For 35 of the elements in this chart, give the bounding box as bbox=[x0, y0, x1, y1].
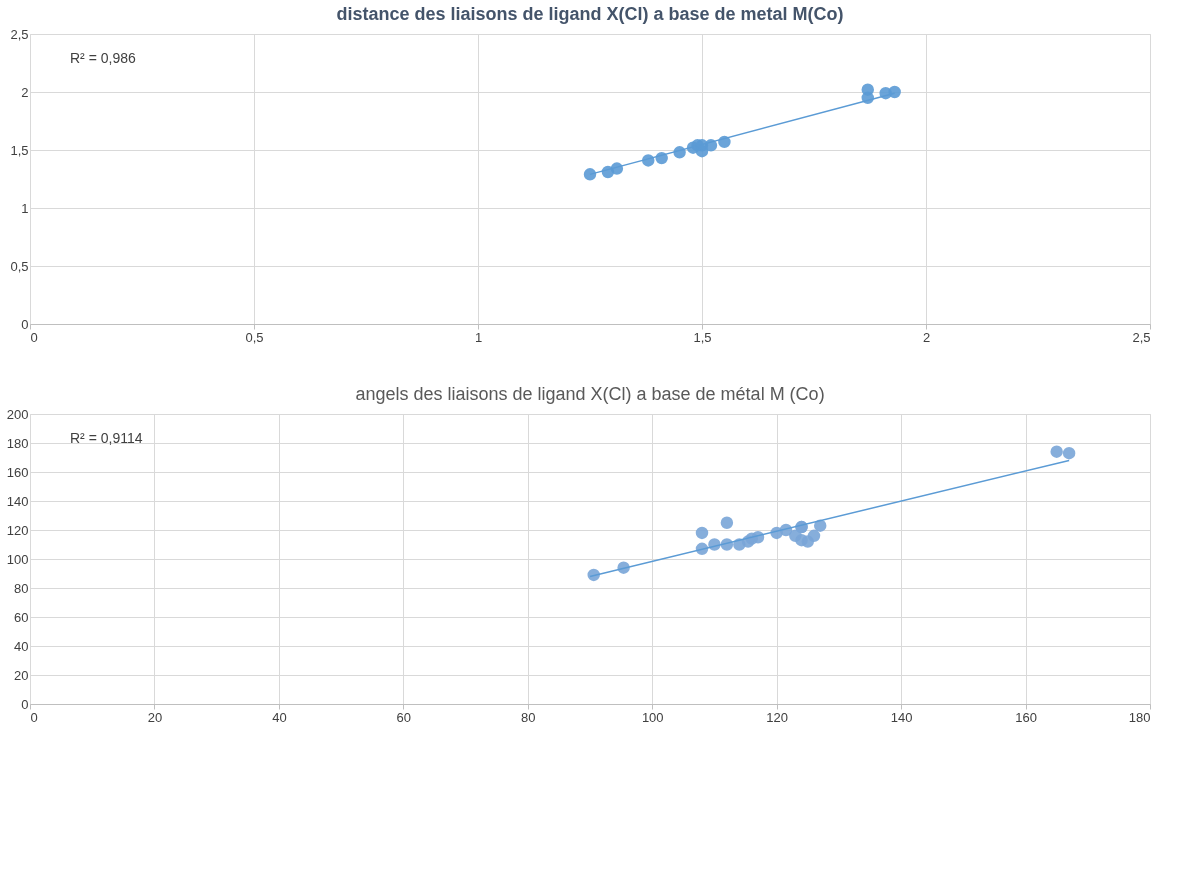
y-tick-label: 200 bbox=[6, 406, 29, 422]
y-tick-label: 140 bbox=[6, 493, 29, 509]
x-tick-label: 1 bbox=[474, 329, 483, 345]
x-tick-label: 120 bbox=[766, 709, 789, 725]
x-tick-label: 2,5 bbox=[1132, 329, 1151, 345]
chart-title: angels des liaisons de ligand X(Cl) a base de métal M (Co) bbox=[355, 384, 825, 404]
annotation: R² = 0,986 bbox=[70, 50, 136, 66]
y-tick-label: 180 bbox=[6, 435, 29, 451]
y-tick-label: 60 bbox=[14, 609, 29, 625]
x-tick-label: 2 bbox=[922, 329, 931, 345]
y-tick-label: 2 bbox=[21, 84, 29, 100]
x-tick-label: 1,5 bbox=[693, 329, 712, 345]
y-tick-label: 80 bbox=[14, 580, 29, 596]
y-tick-label: 1,5 bbox=[10, 142, 29, 158]
y-tick-label: 40 bbox=[14, 638, 29, 654]
x-tick-label: 160 bbox=[1015, 709, 1037, 725]
y-tick-label: 0 bbox=[21, 696, 29, 712]
annotation: R² = 0,9114 bbox=[70, 430, 143, 446]
x-tick-label: 80 bbox=[521, 709, 536, 725]
y-tick-label: 100 bbox=[6, 551, 29, 567]
x-tick-label: 100 bbox=[641, 709, 664, 725]
y-tick-label: 120 bbox=[6, 522, 29, 538]
y-tick-label: 160 bbox=[6, 464, 29, 480]
y-tick-label: 0 bbox=[21, 316, 29, 332]
x-tick-label: 20 bbox=[147, 709, 163, 725]
x-tick-label: 140 bbox=[890, 709, 913, 725]
x-tick-label: 0,5 bbox=[245, 329, 264, 345]
y-tick-label: 1 bbox=[21, 200, 29, 216]
y-tick-label: 2,5 bbox=[10, 26, 29, 42]
x-tick-label: 60 bbox=[396, 709, 412, 725]
y-tick-label: 20 bbox=[14, 667, 29, 683]
y-tick-label: 0,5 bbox=[10, 258, 29, 274]
chart-title: distance des liaisons de ligand X(Cl) a base de metal M(Co) bbox=[336, 4, 844, 24]
x-tick-label: 40 bbox=[272, 709, 287, 725]
x-tick-label: 180 bbox=[1128, 709, 1151, 725]
